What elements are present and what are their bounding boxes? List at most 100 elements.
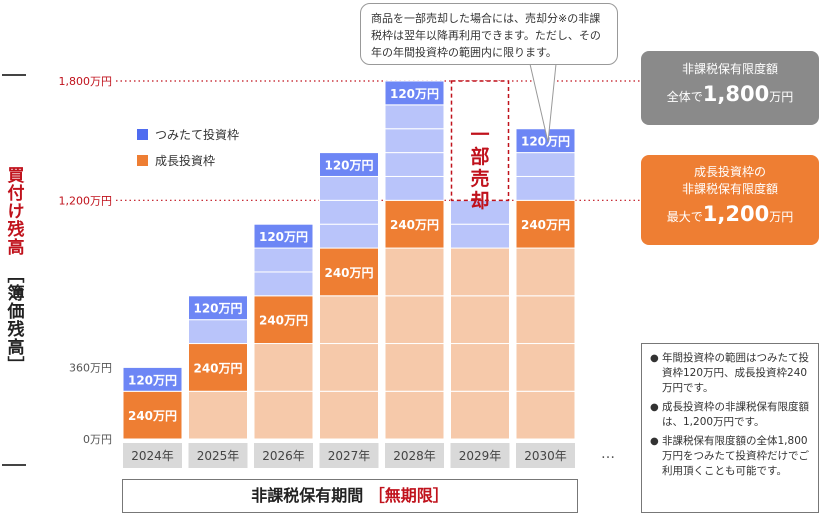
callout-pointer	[529, 63, 557, 143]
bar-value-label: 120万円	[390, 87, 439, 101]
bar-segment-growth-held	[515, 247, 576, 297]
note-item: ● 年間投資枠の範囲はつみたて投資枠120万円、成長投資枠240万円です。	[650, 351, 810, 396]
y-axis-title-main: 買付け残高	[3, 166, 24, 256]
bar-segment-growth-held	[384, 247, 445, 297]
total-limit-prefix: 全体で	[666, 90, 703, 104]
x-tick-box	[254, 443, 313, 468]
x-tick-label: 2025年	[197, 449, 240, 463]
sold-portion	[450, 80, 510, 202]
bar-segment-tsumitate-held	[319, 223, 379, 249]
bar-segment-growth-held	[450, 390, 510, 440]
notes-box: ● 年間投資枠の範囲はつみたて投資枠120万円、成長投資枠240万円です。 ● …	[641, 343, 819, 513]
bar-segment-tsumitate-held	[384, 175, 445, 201]
x-tick-label: 2028年	[393, 449, 436, 463]
callout-text: 商品を一部売却した場合には、売却分※の非課税枠は翌年以降再利用できます。ただし、…	[371, 12, 601, 59]
bar-segment-growth-new	[515, 199, 576, 249]
bar-segment-growth-new	[384, 199, 445, 249]
holding-period-label: 非課税保有期間	[251, 486, 364, 505]
note-item: ● 非課税保有限度額の全体1,800万円をつみたて投資枠だけでご利用頂くことも可…	[650, 434, 810, 479]
bar-value-label: 120万円	[521, 135, 570, 149]
x-tick-label: 2026年	[262, 449, 305, 463]
bar-segment-tsumitate-held	[253, 247, 314, 273]
bar-segment-tsumitate-new	[319, 152, 379, 177]
note-bullet: ●	[650, 353, 659, 364]
bar-segment-tsumitate-new	[253, 223, 314, 249]
legend-label-tsumitate: つみたて投資枠	[155, 127, 240, 142]
y-tick-label: 360万円	[69, 361, 112, 374]
bar-segment-growth-held	[319, 295, 379, 345]
bar-segment-tsumitate-new	[384, 80, 445, 106]
y-tick-label: 0万円	[83, 433, 112, 446]
bar-segment-tsumitate-held	[319, 199, 379, 225]
x-tick-label: 2024年	[131, 449, 174, 463]
sold-label-char: 部	[470, 145, 489, 168]
x-tick-box	[319, 443, 379, 468]
bar-segment-growth-held	[450, 343, 510, 392]
bar-value-label: 120万円	[128, 373, 177, 387]
bar-value-label: 120万円	[193, 302, 242, 316]
holding-period-unlimited: ［無期限］	[368, 486, 449, 505]
growth-limit-prefix: 最大で	[666, 210, 703, 224]
growth-limit-amount: 最大で1,200万円	[641, 202, 819, 226]
x-tick-box	[516, 443, 575, 468]
total-limit-unit: 万円	[769, 90, 794, 104]
bar-segment-growth-held	[253, 390, 314, 440]
total-limit-value: 1,800	[702, 82, 770, 106]
legend-item-tsumitate: つみたて投資枠	[137, 121, 239, 147]
y-axis-title: 買付け残高 ［簿価残高］	[2, 74, 26, 466]
bar-segment-growth-held	[515, 390, 576, 440]
growth-limit-box: 成長投資枠の 非課税保有限度額 最大で1,200万円	[641, 155, 819, 245]
x-tick-label: 2027年	[328, 449, 371, 463]
bar-segment-tsumitate-held	[515, 152, 576, 177]
bar-segment-tsumitate-held	[450, 223, 510, 249]
growth-limit-unit: 万円	[769, 210, 794, 224]
legend-item-growth: 成長投資枠	[137, 147, 239, 173]
total-limit-box: 非課税保有限度額 全体で1,800万円	[641, 51, 819, 125]
bar-segment-growth-new	[188, 343, 248, 392]
x-tick-box	[188, 443, 248, 468]
bar-segment-growth-held	[384, 343, 445, 392]
continuation-ellipsis: …	[601, 446, 617, 462]
x-tick-label: 2029年	[459, 449, 502, 463]
growth-limit-label-1: 成長投資枠の	[693, 165, 766, 179]
sold-label-char: 一	[470, 124, 489, 146]
bar-segment-growth-held	[450, 295, 510, 345]
x-tick-label: 2030年	[524, 449, 567, 463]
bar-segment-growth-held	[188, 390, 248, 440]
x-tick-box	[450, 443, 510, 468]
growth-limit-value: 1,200	[702, 202, 770, 226]
bar-value-label: 240万円	[128, 409, 177, 423]
y-tick-label: 1,800万円	[59, 75, 113, 88]
bar-value-label: 120万円	[259, 230, 308, 244]
bar-value-label: 120万円	[324, 159, 373, 173]
bar-segment-tsumitate-held	[319, 175, 379, 201]
growth-limit-label-2: 非課税保有限度額	[681, 182, 778, 196]
bar-segment-growth-held	[515, 343, 576, 392]
bar-segment-tsumitate-new	[188, 295, 248, 321]
bar-segment-growth-held	[384, 390, 445, 440]
bar-segment-tsumitate-held	[253, 271, 314, 297]
chart-legend: つみたて投資枠 成長投資枠	[137, 121, 239, 173]
y-axis-title-sub: ［簿価残高］	[3, 266, 24, 374]
y-tick-label: 1,200万円	[59, 194, 113, 207]
holding-period-box: 非課税保有期間 ［無期限］	[122, 479, 578, 513]
bar-segment-tsumitate-held	[384, 104, 445, 130]
bar-segment-growth-held	[384, 295, 445, 345]
bar-segment-growth-held	[319, 390, 379, 440]
bar-value-label: 240万円	[259, 314, 308, 328]
bar-value-label: 240万円	[521, 218, 570, 232]
note-bullet: ●	[650, 402, 659, 413]
legend-swatch-tsumitate	[137, 128, 148, 140]
resale-callout: 商品を一部売却した場合には、売却分※の非課税枠は翌年以降再利用できます。ただし、…	[360, 3, 618, 65]
legend-swatch-growth	[137, 154, 148, 166]
bar-segment-tsumitate-held	[384, 128, 445, 154]
sold-label-char: 売	[470, 167, 489, 190]
legend-label-growth: 成長投資枠	[155, 153, 216, 168]
note-bullet: ●	[650, 436, 659, 447]
bar-value-label: 240万円	[390, 218, 439, 232]
bar-segment-growth-held	[515, 295, 576, 345]
bar-segment-tsumitate-held	[188, 319, 248, 345]
bar-segment-growth-held	[450, 247, 510, 297]
total-limit-label: 非課税保有限度額	[681, 62, 778, 76]
bar-segment-tsumitate-new	[122, 366, 183, 392]
